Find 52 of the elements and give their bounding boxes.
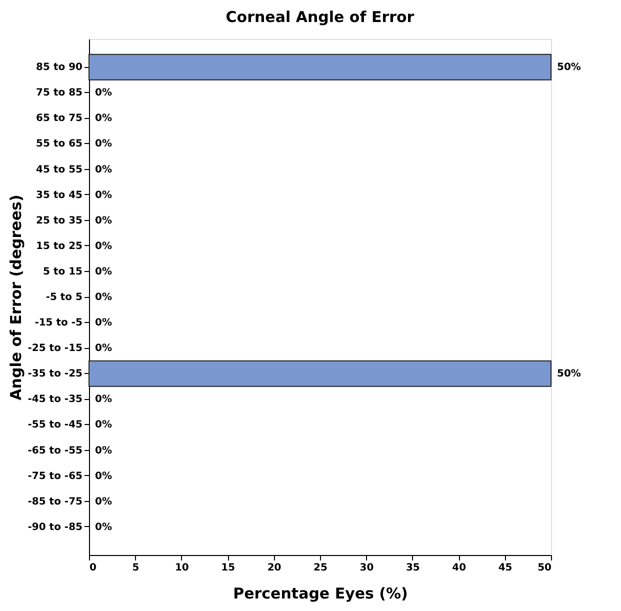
x-tick-label: 15 <box>221 562 236 574</box>
y-tick-label: 75 to 85 <box>36 88 83 99</box>
data-label: 0% <box>95 445 112 456</box>
x-tick-label: 45 <box>498 562 512 574</box>
x-tick-label: 40 <box>452 562 466 574</box>
x-tick-label: 0 <box>90 562 96 574</box>
data-label: 0% <box>95 496 112 508</box>
data-label: 50% <box>557 368 581 380</box>
y-tick-label: 65 to 75 <box>36 113 83 124</box>
x-tick-label: 20 <box>267 562 282 574</box>
y-tick-label: -75 to -65 <box>28 470 83 482</box>
y-tick-label: 85 to 90 <box>36 62 83 74</box>
data-label: 0% <box>95 522 112 533</box>
data-label: 0% <box>95 470 112 482</box>
x-tick-label: 10 <box>174 562 189 574</box>
y-tick-label: -85 to -75 <box>28 496 83 508</box>
y-tick-label: -15 to -5 <box>34 318 83 329</box>
y-axis-title: Angle of Error (degrees) <box>6 194 25 400</box>
y-tick-label: 35 to 45 <box>36 190 83 201</box>
y-tick-label: -35 to -25 <box>28 368 83 380</box>
y-tick-label: 5 to 15 <box>43 266 83 278</box>
chart-title: Corneal Angle of Error <box>226 8 415 26</box>
y-tick-label: -45 to -35 <box>28 394 83 406</box>
data-label: 0% <box>95 266 112 278</box>
y-tick-label: 55 to 65 <box>36 138 83 150</box>
data-label: 0% <box>95 215 112 226</box>
x-tick-label: 35 <box>406 562 420 574</box>
data-label: 0% <box>95 420 112 431</box>
data-label: 0% <box>95 240 112 252</box>
x-tick-label: 30 <box>360 562 374 574</box>
y-tick-label: 15 to 25 <box>36 240 83 252</box>
x-tick-label: 50 <box>538 562 552 574</box>
y-tick-label: -5 to 5 <box>46 292 83 303</box>
y-tick-label: 45 to 55 <box>36 164 83 176</box>
y-tick-label: -25 to -15 <box>28 343 83 354</box>
y-tick-label: -65 to -55 <box>28 445 83 456</box>
x-axis-title: Percentage Eyes (%) <box>233 584 408 602</box>
data-label: 0% <box>95 190 112 201</box>
data-label: 0% <box>95 138 112 150</box>
data-label: 0% <box>95 292 112 303</box>
data-label: 0% <box>95 88 112 99</box>
data-label: 0% <box>95 318 112 329</box>
data-label: 0% <box>95 113 112 124</box>
x-tick-label: 25 <box>314 562 328 574</box>
y-tick-label: 25 to 35 <box>36 215 83 226</box>
y-tick-label: -55 to -45 <box>28 420 83 431</box>
data-label: 0% <box>95 343 112 354</box>
y-tick-label: -90 to -85 <box>28 522 83 533</box>
x-tick-label: 5 <box>132 562 140 574</box>
data-label: 0% <box>95 164 112 176</box>
data-label: 50% <box>557 62 581 74</box>
data-label: 0% <box>95 394 112 406</box>
